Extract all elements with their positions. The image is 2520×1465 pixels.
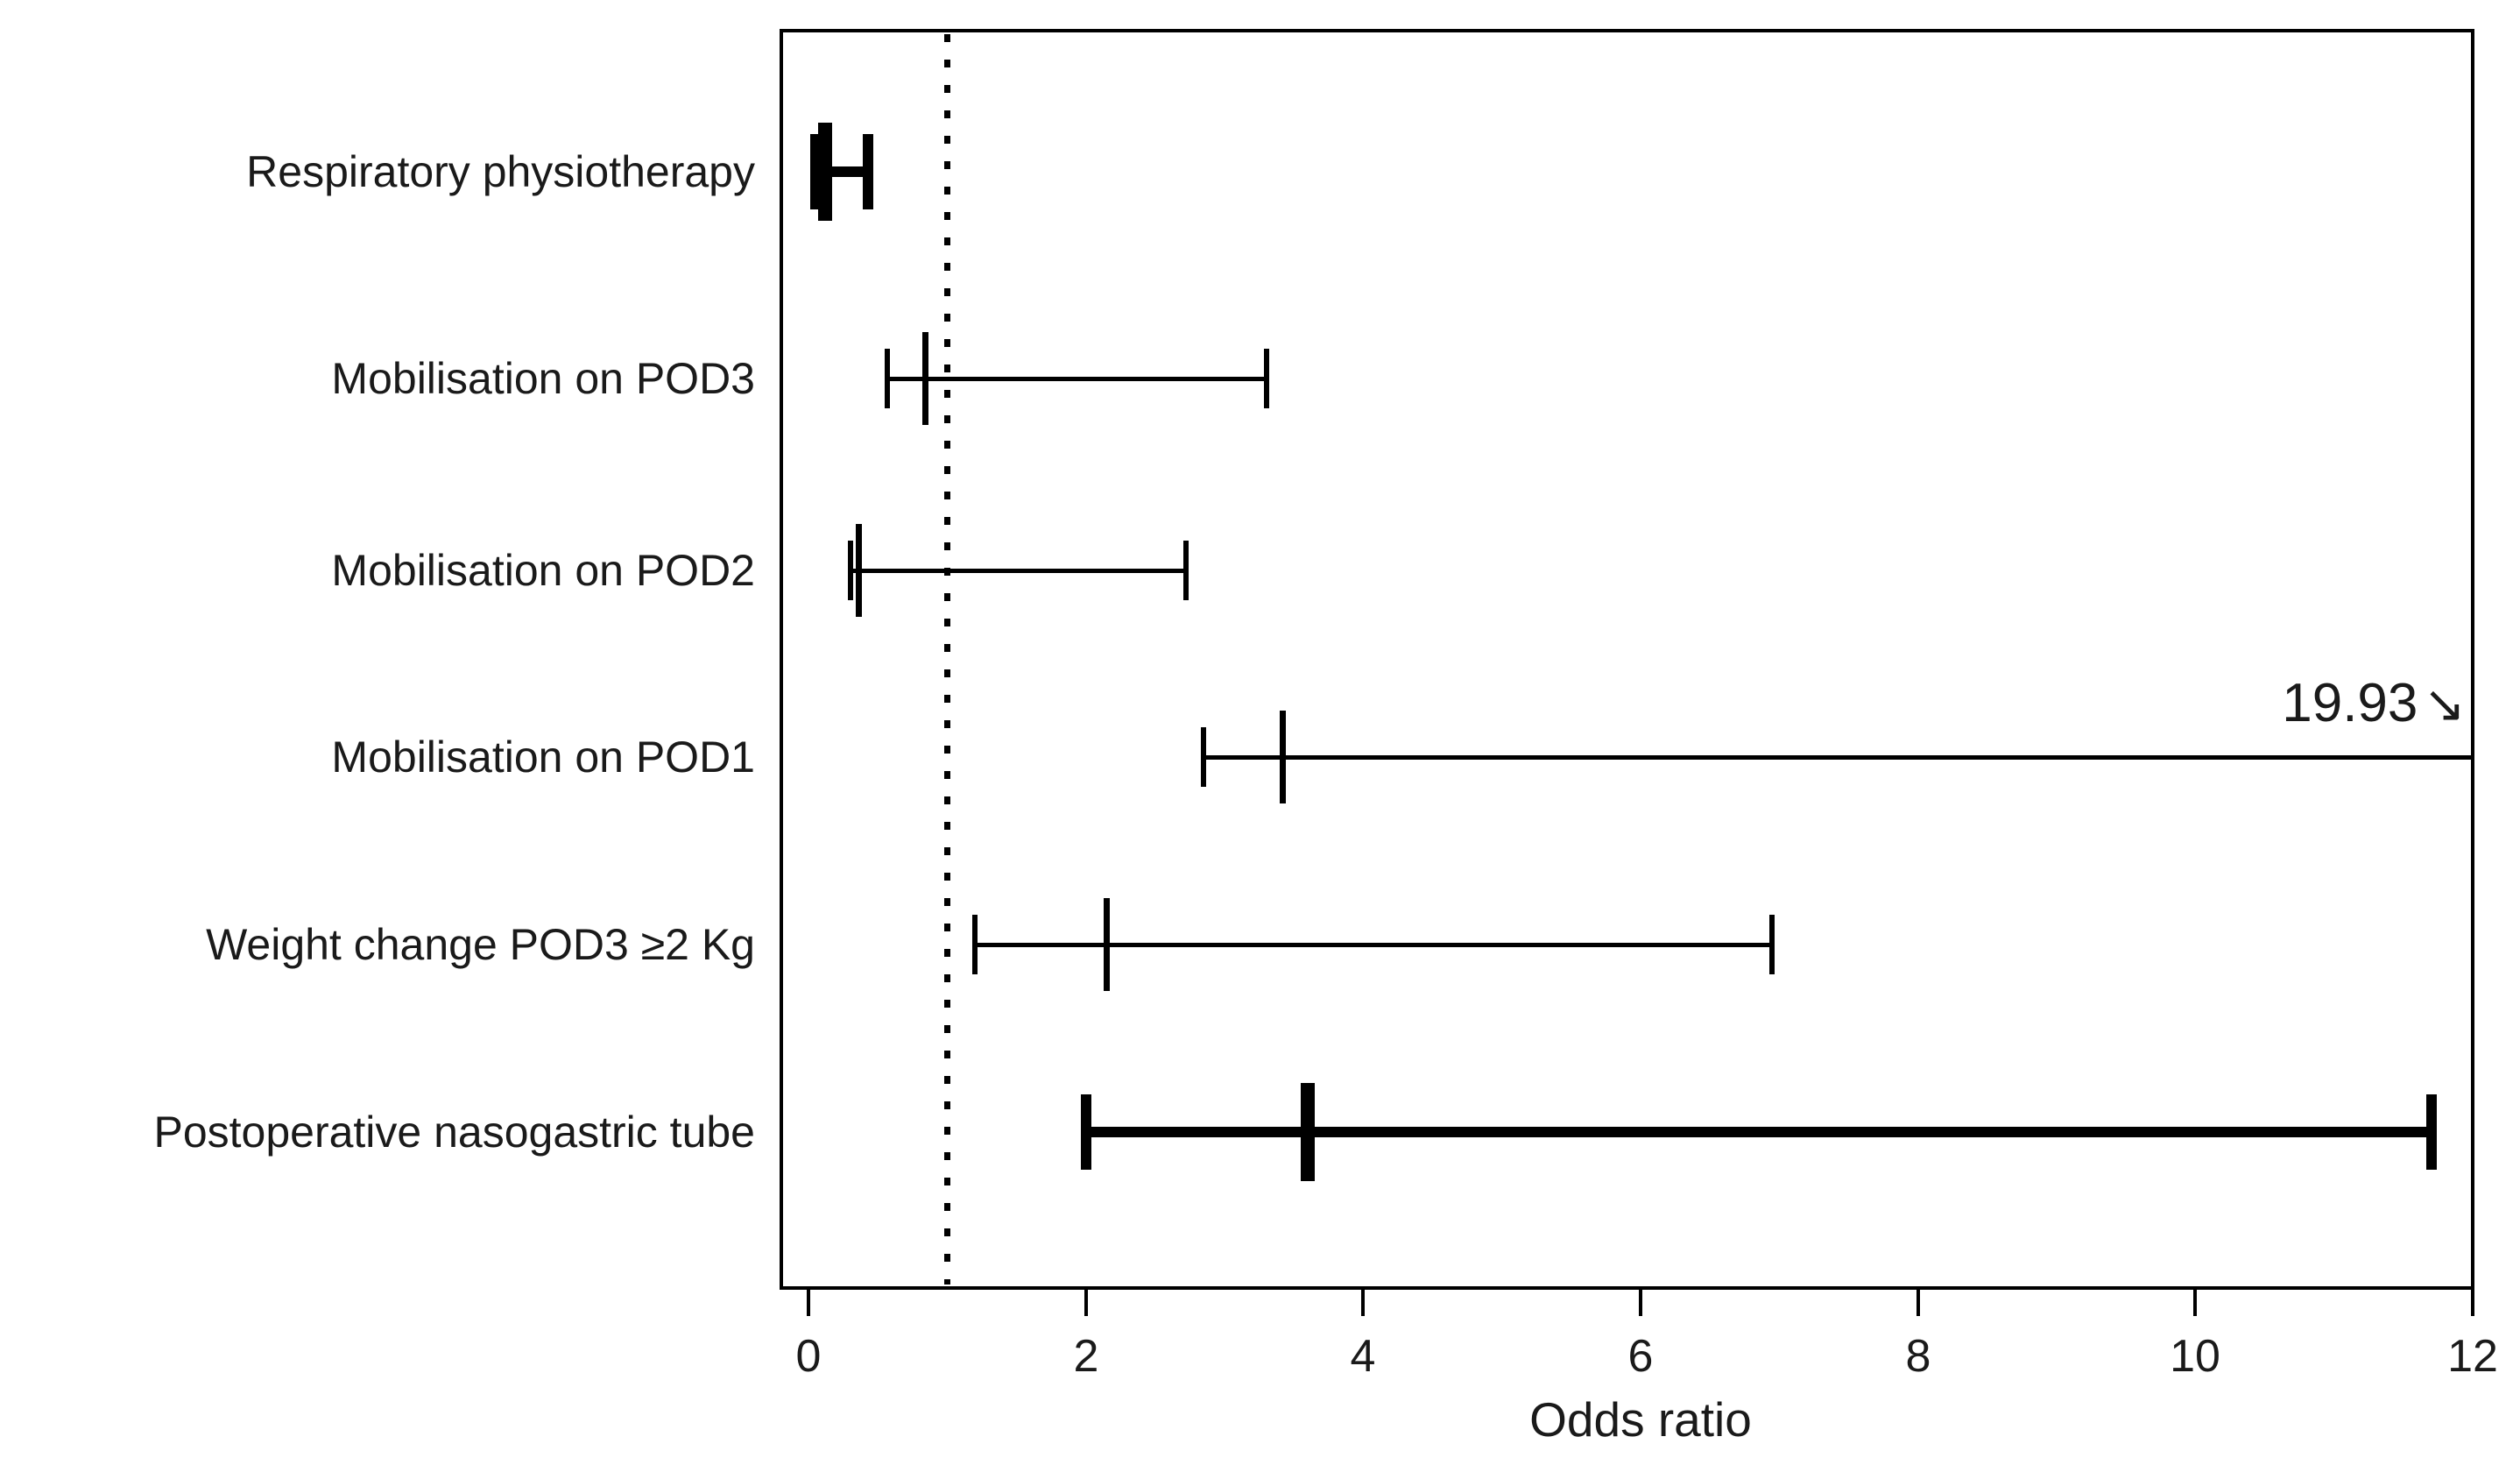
x-tick-mark xyxy=(1084,1288,1088,1316)
x-tick-label: 4 xyxy=(1350,1331,1376,1382)
ci-cap-low xyxy=(1201,727,1206,787)
x-tick-label: 10 xyxy=(2170,1331,2220,1382)
row-label: Postoperative nasogastric tube xyxy=(153,1108,755,1157)
clipped-ci-value: 19.93 xyxy=(2282,673,2418,733)
ci-cap-low xyxy=(1081,1094,1091,1170)
x-tick-mark xyxy=(1916,1288,1920,1316)
row-label: Weight change POD3 ≥2 Kg xyxy=(206,920,755,969)
or-point-marker xyxy=(1104,898,1110,991)
ci-line xyxy=(887,377,1266,381)
ci-line xyxy=(851,569,1186,573)
ci-line xyxy=(1086,1127,2432,1137)
ci-cap-high xyxy=(1769,915,1775,974)
ci-cap-high xyxy=(1183,541,1189,600)
row-label: Respiratory physiotherapy xyxy=(246,147,755,196)
x-axis-title: Odds ratio xyxy=(1529,1392,1752,1447)
row-label: Mobilisation on POD3 xyxy=(331,354,755,403)
x-tick-mark xyxy=(2193,1288,2197,1316)
x-tick-label: 0 xyxy=(795,1331,822,1382)
ci-upper-clip-annotation: 19.93 ↘ xyxy=(2050,671,2466,737)
x-tick-mark xyxy=(807,1288,810,1316)
x-tick-mark xyxy=(1639,1288,1642,1316)
ci-cap-high xyxy=(2426,1094,2437,1170)
ci-cap-high xyxy=(863,134,873,209)
or-point-marker xyxy=(922,332,928,425)
x-tick-label: 2 xyxy=(1073,1331,1099,1382)
x-tick-label: 6 xyxy=(1627,1331,1654,1382)
x-tick-mark xyxy=(1361,1288,1365,1316)
x-tick-label: 12 xyxy=(2447,1331,2498,1382)
ci-line xyxy=(975,943,1772,947)
row-label: Mobilisation on POD1 xyxy=(331,732,755,782)
or-point-marker xyxy=(818,123,832,221)
reference-line-or-1 xyxy=(944,34,951,1285)
or-point-marker xyxy=(856,524,862,617)
ci-cap-low xyxy=(848,541,853,600)
southeast-arrow-icon: ↘ xyxy=(2423,676,2466,732)
plot-area xyxy=(780,29,2474,1290)
row-label: Mobilisation on POD2 xyxy=(331,546,755,595)
or-point-marker xyxy=(1301,1083,1315,1181)
ci-line xyxy=(1204,755,2473,760)
x-tick-label: 8 xyxy=(1905,1331,1931,1382)
ci-cap-high xyxy=(1264,349,1269,408)
ci-cap-low xyxy=(885,349,890,408)
ci-cap-low xyxy=(972,915,978,974)
x-tick-mark xyxy=(2471,1288,2474,1316)
or-point-marker xyxy=(1280,711,1286,803)
